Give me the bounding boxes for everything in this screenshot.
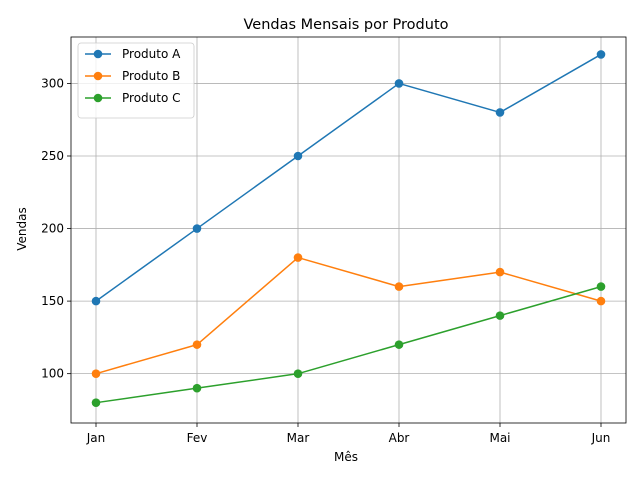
- x-tick-label: Jun: [591, 431, 611, 445]
- data-point-produto-c: [293, 369, 303, 378]
- data-point-produto-a: [596, 50, 606, 59]
- chart-title: Vendas Mensais por Produto: [243, 17, 448, 33]
- data-point-produto-a: [91, 296, 101, 306]
- data-point-produto-c: [192, 383, 202, 393]
- legend-label-produto-a: Produto A: [122, 47, 181, 61]
- data-point-produto-b: [192, 340, 202, 349]
- x-tick-label: Mai: [489, 431, 510, 445]
- data-point-produto-b: [495, 267, 505, 277]
- data-point-produto-c: [394, 340, 404, 349]
- data-point-produto-b: [394, 282, 404, 291]
- y-axis-label: Vendas: [15, 207, 29, 251]
- legend-marker-produto-c: [93, 93, 103, 103]
- data-point-produto-a: [394, 79, 404, 88]
- y-tick-label: 100: [41, 367, 64, 381]
- series-produto-c: [91, 282, 606, 407]
- series-layer: [91, 50, 606, 407]
- plot-frame: [70, 36, 627, 424]
- legend-label-produto-c: Produto C: [122, 91, 181, 105]
- data-point-produto-a: [495, 108, 505, 117]
- x-tick-label: Abr: [389, 431, 410, 445]
- data-point-produto-c: [596, 282, 606, 291]
- series-produto-b: [91, 253, 606, 378]
- y-tick-label: 250: [41, 149, 64, 163]
- data-point-produto-c: [91, 398, 101, 407]
- data-point-produto-b: [91, 369, 101, 378]
- x-tick-label: Jan: [86, 431, 106, 445]
- y-axis: 100 150 200 250 300: [41, 76, 71, 381]
- data-point-produto-c: [495, 311, 505, 320]
- x-axis: Jan Fev Mar Abr Mai Jun: [86, 423, 611, 445]
- x-tick-label: Fev: [187, 431, 208, 445]
- y-tick-label: 300: [41, 76, 64, 90]
- y-tick-label: 200: [41, 222, 64, 236]
- legend-marker-produto-b: [93, 71, 103, 81]
- x-axis-label: Mês: [334, 450, 358, 464]
- data-point-produto-a: [192, 224, 202, 233]
- x-tick-label: Mar: [287, 431, 310, 445]
- series-line-produto-a: [95, 53, 602, 302]
- legend-box: [77, 42, 195, 119]
- data-point-produto-b: [293, 253, 303, 262]
- series-line-produto-c: [95, 285, 602, 404]
- data-point-produto-a: [293, 151, 303, 161]
- legend-marker-produto-a: [93, 49, 103, 59]
- series-line-produto-b: [95, 256, 602, 375]
- series-produto-a: [91, 50, 606, 306]
- legend-label-produto-b: Produto B: [122, 69, 180, 83]
- legend: Produto A Produto B Produto C: [77, 42, 195, 119]
- data-point-produto-b: [596, 296, 606, 306]
- y-tick-label: 150: [41, 294, 64, 308]
